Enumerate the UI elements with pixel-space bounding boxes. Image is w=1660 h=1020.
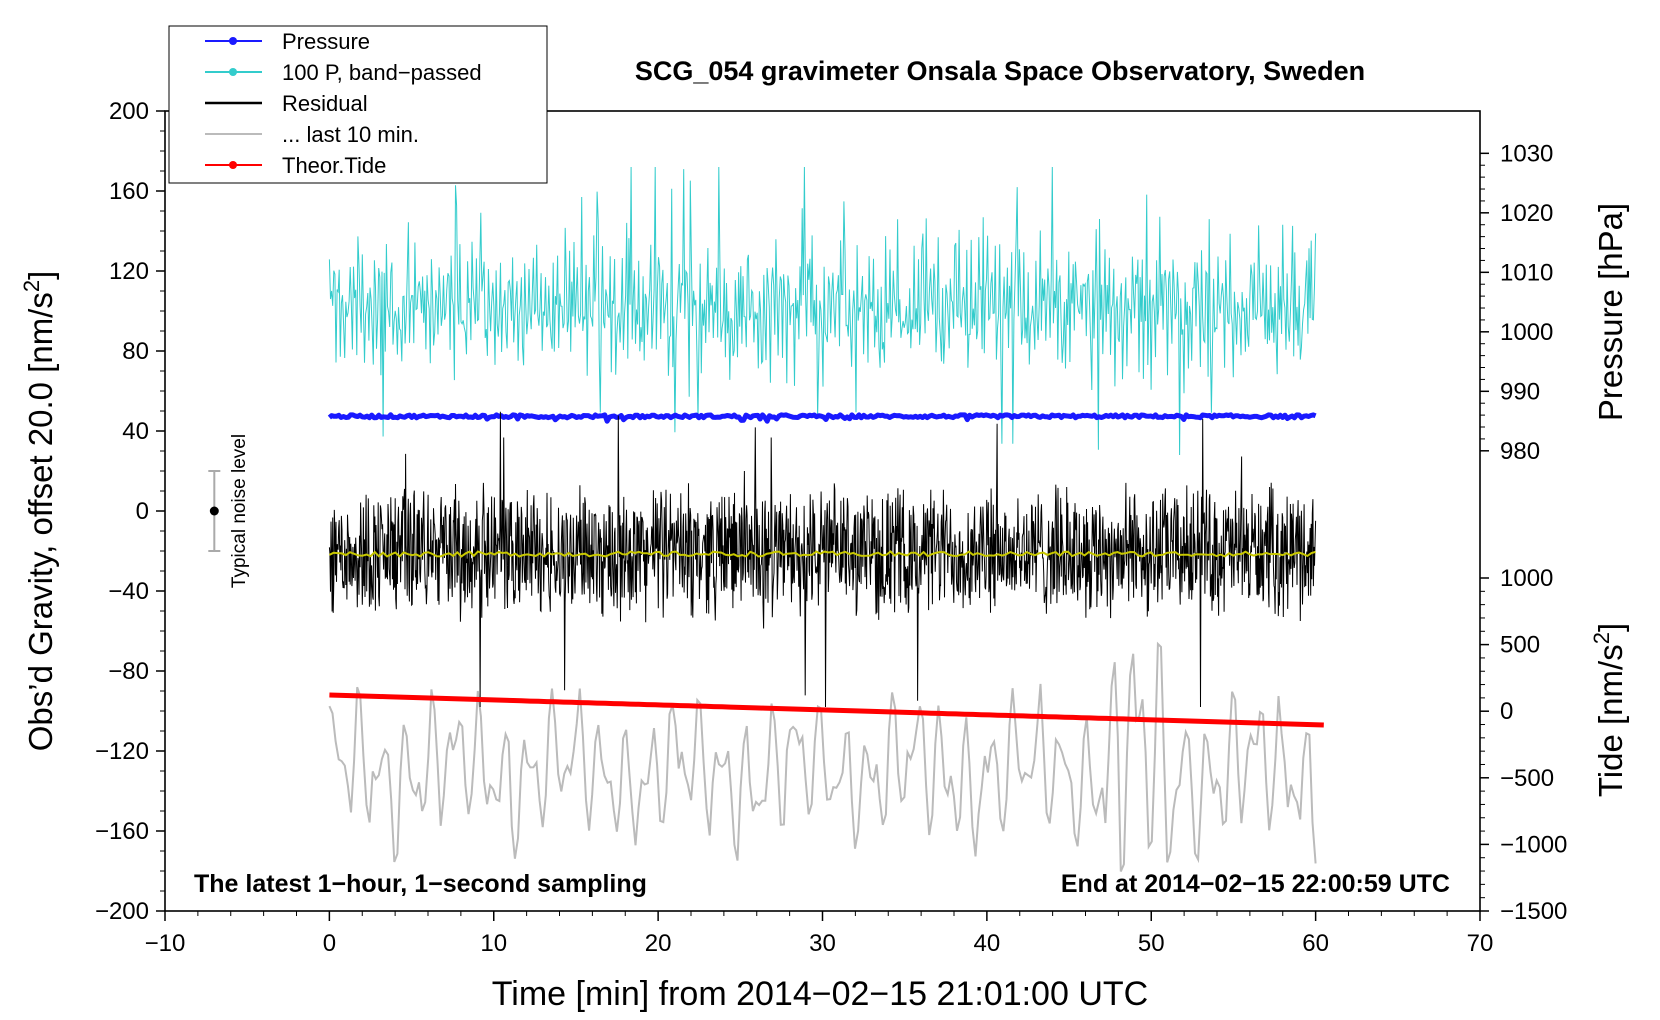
- noise-center-point: [209, 506, 219, 516]
- y-axis-tide-label-sup: 2: [1589, 632, 1614, 644]
- x-tick-label: −10: [145, 930, 186, 957]
- pressure-tick-label: 980: [1500, 438, 1540, 465]
- x-tick-label: 40: [974, 930, 1001, 957]
- y-axis-left-label: Obs’d Gravity, offset 20.0 [nm/s2]: [19, 271, 59, 752]
- pressure-tick-label: 1010: [1500, 259, 1553, 286]
- tide-tick-label: 500: [1500, 632, 1540, 659]
- legend-label: Residual: [282, 91, 368, 116]
- legend-box: [168, 25, 548, 184]
- series-group: [327, 166, 1324, 872]
- legend-label: 100 P, band−passed: [282, 60, 482, 85]
- noise-level-indicator: Typical noise level: [208, 434, 250, 588]
- series-pressure: [327, 412, 1317, 424]
- y-tick-label: −80: [108, 658, 149, 685]
- legend-marker: [229, 68, 237, 76]
- x-tick-label: 50: [1138, 930, 1165, 957]
- tide-tick-label: 0: [1500, 698, 1513, 725]
- tide-tick-label: −1500: [1500, 898, 1567, 925]
- tide-tick-label: −500: [1500, 765, 1554, 792]
- y-axis-left-label-close: ]: [22, 271, 59, 280]
- y-tick-label: 120: [109, 258, 149, 285]
- y-tick-label: −40: [108, 578, 149, 605]
- x-tick-label: 0: [323, 930, 336, 957]
- pressure-tick-label: 990: [1500, 378, 1540, 405]
- y-axis-tide-label-main: Tide [nm/s: [1592, 644, 1629, 797]
- y-axis-tide-label: Tide [nm/s2]: [1589, 623, 1629, 797]
- legend-label: ... last 10 min.: [282, 122, 419, 147]
- pressure-tick-label: 1030: [1500, 140, 1553, 167]
- pressure-tick-label: 1000: [1500, 319, 1553, 346]
- series-band-passed-pressure: [328, 166, 1317, 456]
- x-tick-label: 30: [809, 930, 836, 957]
- legend-label: Theor.Tide: [282, 153, 386, 178]
- y-tick-label: 160: [109, 178, 149, 205]
- y-tick-label: −120: [95, 738, 149, 765]
- y-axis-tide-label-close: ]: [1592, 623, 1629, 632]
- y-axis-left-label-sup: 2: [19, 280, 44, 292]
- legend-marker: [229, 161, 237, 169]
- y-tick-label: 0: [136, 498, 149, 525]
- legend-marker: [229, 37, 237, 45]
- x-tick-label: 20: [645, 930, 672, 957]
- legend: Pressure 100 P, band−passed Residual ... la…: [168, 25, 548, 184]
- x-axis-label: Time [min] from 2014−02−15 21:01:00 UTC: [492, 975, 1148, 1013]
- annotation-end-time: End at 2014−02−15 22:00:59 UTC: [1061, 870, 1450, 898]
- noise-label: Typical noise level: [229, 434, 250, 588]
- legend-entries: Pressure 100 P, band−passed Residual ... la…: [205, 29, 482, 178]
- y-axis-left: 200 160 120 80 40 0 −40 −80 −120 −160 −200: [95, 98, 165, 925]
- x-tick-label: 70: [1467, 930, 1494, 957]
- annotation-sampling: The latest 1−hour, 1−second sampling: [194, 870, 647, 898]
- y-tick-label: 200: [109, 98, 149, 125]
- series-theoretical-tide: [329, 692, 1324, 728]
- y-tick-label: 40: [122, 418, 149, 445]
- x-tick-label: 60: [1302, 930, 1329, 957]
- pressure-tick-label: 1020: [1500, 200, 1553, 227]
- y-axis-tide: 1000 500 0 −500 −1000 −1500: [1480, 565, 1567, 925]
- x-axis: −10 0 10 20 30 40 50 60 70: [145, 911, 1494, 957]
- y-axis-pressure-label: Pressure [hPa]: [1592, 203, 1629, 421]
- x-tick-label: 10: [480, 930, 507, 957]
- y-axis-left-label-main: Obs’d Gravity, offset 20.0 [nm/s: [22, 292, 59, 751]
- tide-tick-label: −1000: [1500, 831, 1567, 858]
- y-tick-label: −200: [95, 898, 149, 925]
- y-tick-label: 80: [122, 338, 149, 365]
- y-axis-pressure: 1030 1020 1010 1000 990 980: [1480, 140, 1553, 465]
- y-tick-label: −160: [95, 818, 149, 845]
- series-residual: [328, 411, 1317, 708]
- series-residual-smoothed: [328, 550, 1316, 558]
- series-last-10-min: [328, 641, 1317, 872]
- legend-label: Pressure: [282, 29, 370, 54]
- tide-tick-label: 1000: [1500, 565, 1553, 592]
- chart-title: SCG_054 gravimeter Onsala Space Observat…: [635, 56, 1365, 86]
